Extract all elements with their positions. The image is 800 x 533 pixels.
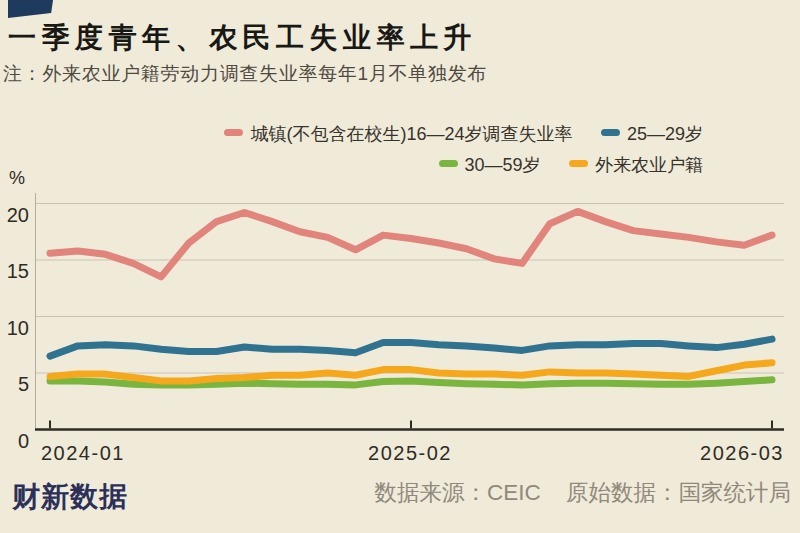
series-line <box>50 211 772 277</box>
y-tick-label-15: 15 <box>7 260 29 282</box>
series-line <box>50 339 772 356</box>
x-tick-label-2024-01: 2024-01 <box>41 442 125 464</box>
original-source-label: 原始数据：国家统计局 <box>566 480 791 505</box>
x-tick-label-2025-02: 2025-02 <box>368 442 452 464</box>
y-tick-label-0: 0 <box>18 430 29 452</box>
source-label: 数据来源：CEIC <box>374 480 540 505</box>
y-tick-label-10: 10 <box>7 317 29 339</box>
line-chart: 0 5 10 15 20 2024-01 2025-02 2026-03 <box>0 0 800 533</box>
caixin-data-logo: 财新数据 <box>12 478 128 516</box>
data-source-text: 数据来源：CEIC 原始数据：国家统计局 <box>374 477 791 508</box>
x-tick-label-2026-03: 2026-03 <box>700 442 784 464</box>
y-tick-label-20: 20 <box>7 204 29 226</box>
y-tick-label-5: 5 <box>18 373 29 395</box>
